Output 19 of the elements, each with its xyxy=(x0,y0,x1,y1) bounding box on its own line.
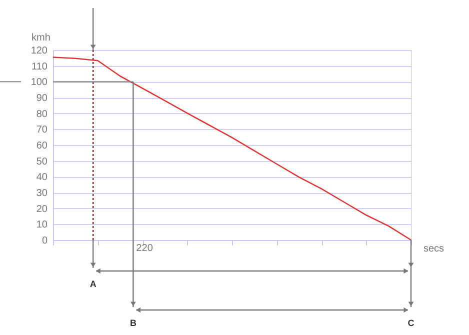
text: 220 xyxy=(136,243,154,254)
y-tick-label: 110 xyxy=(32,61,48,72)
y-tick-label: 90 xyxy=(36,93,48,104)
text: B xyxy=(130,318,137,328)
x-axis-title: secs xyxy=(424,244,444,254)
text: C xyxy=(408,318,415,328)
y-tick-label: 120 xyxy=(30,46,48,56)
y-tick-label: 20 xyxy=(36,204,48,215)
y-tick-label: 30 xyxy=(36,188,48,199)
y-tick-label: 80 xyxy=(36,108,48,120)
y-tick-label: 70 xyxy=(36,124,48,136)
y-tick-label: 60 xyxy=(36,140,48,152)
y-tick-label: 40 xyxy=(36,172,48,184)
y-tick-label: 50 xyxy=(36,156,48,168)
y-tick-label: 0 xyxy=(42,236,48,246)
text: A xyxy=(90,279,97,289)
y-tick-label: 10 xyxy=(36,220,48,231)
y-axis-title: kmh xyxy=(32,32,50,44)
y-tick-label: 100 xyxy=(30,77,48,88)
